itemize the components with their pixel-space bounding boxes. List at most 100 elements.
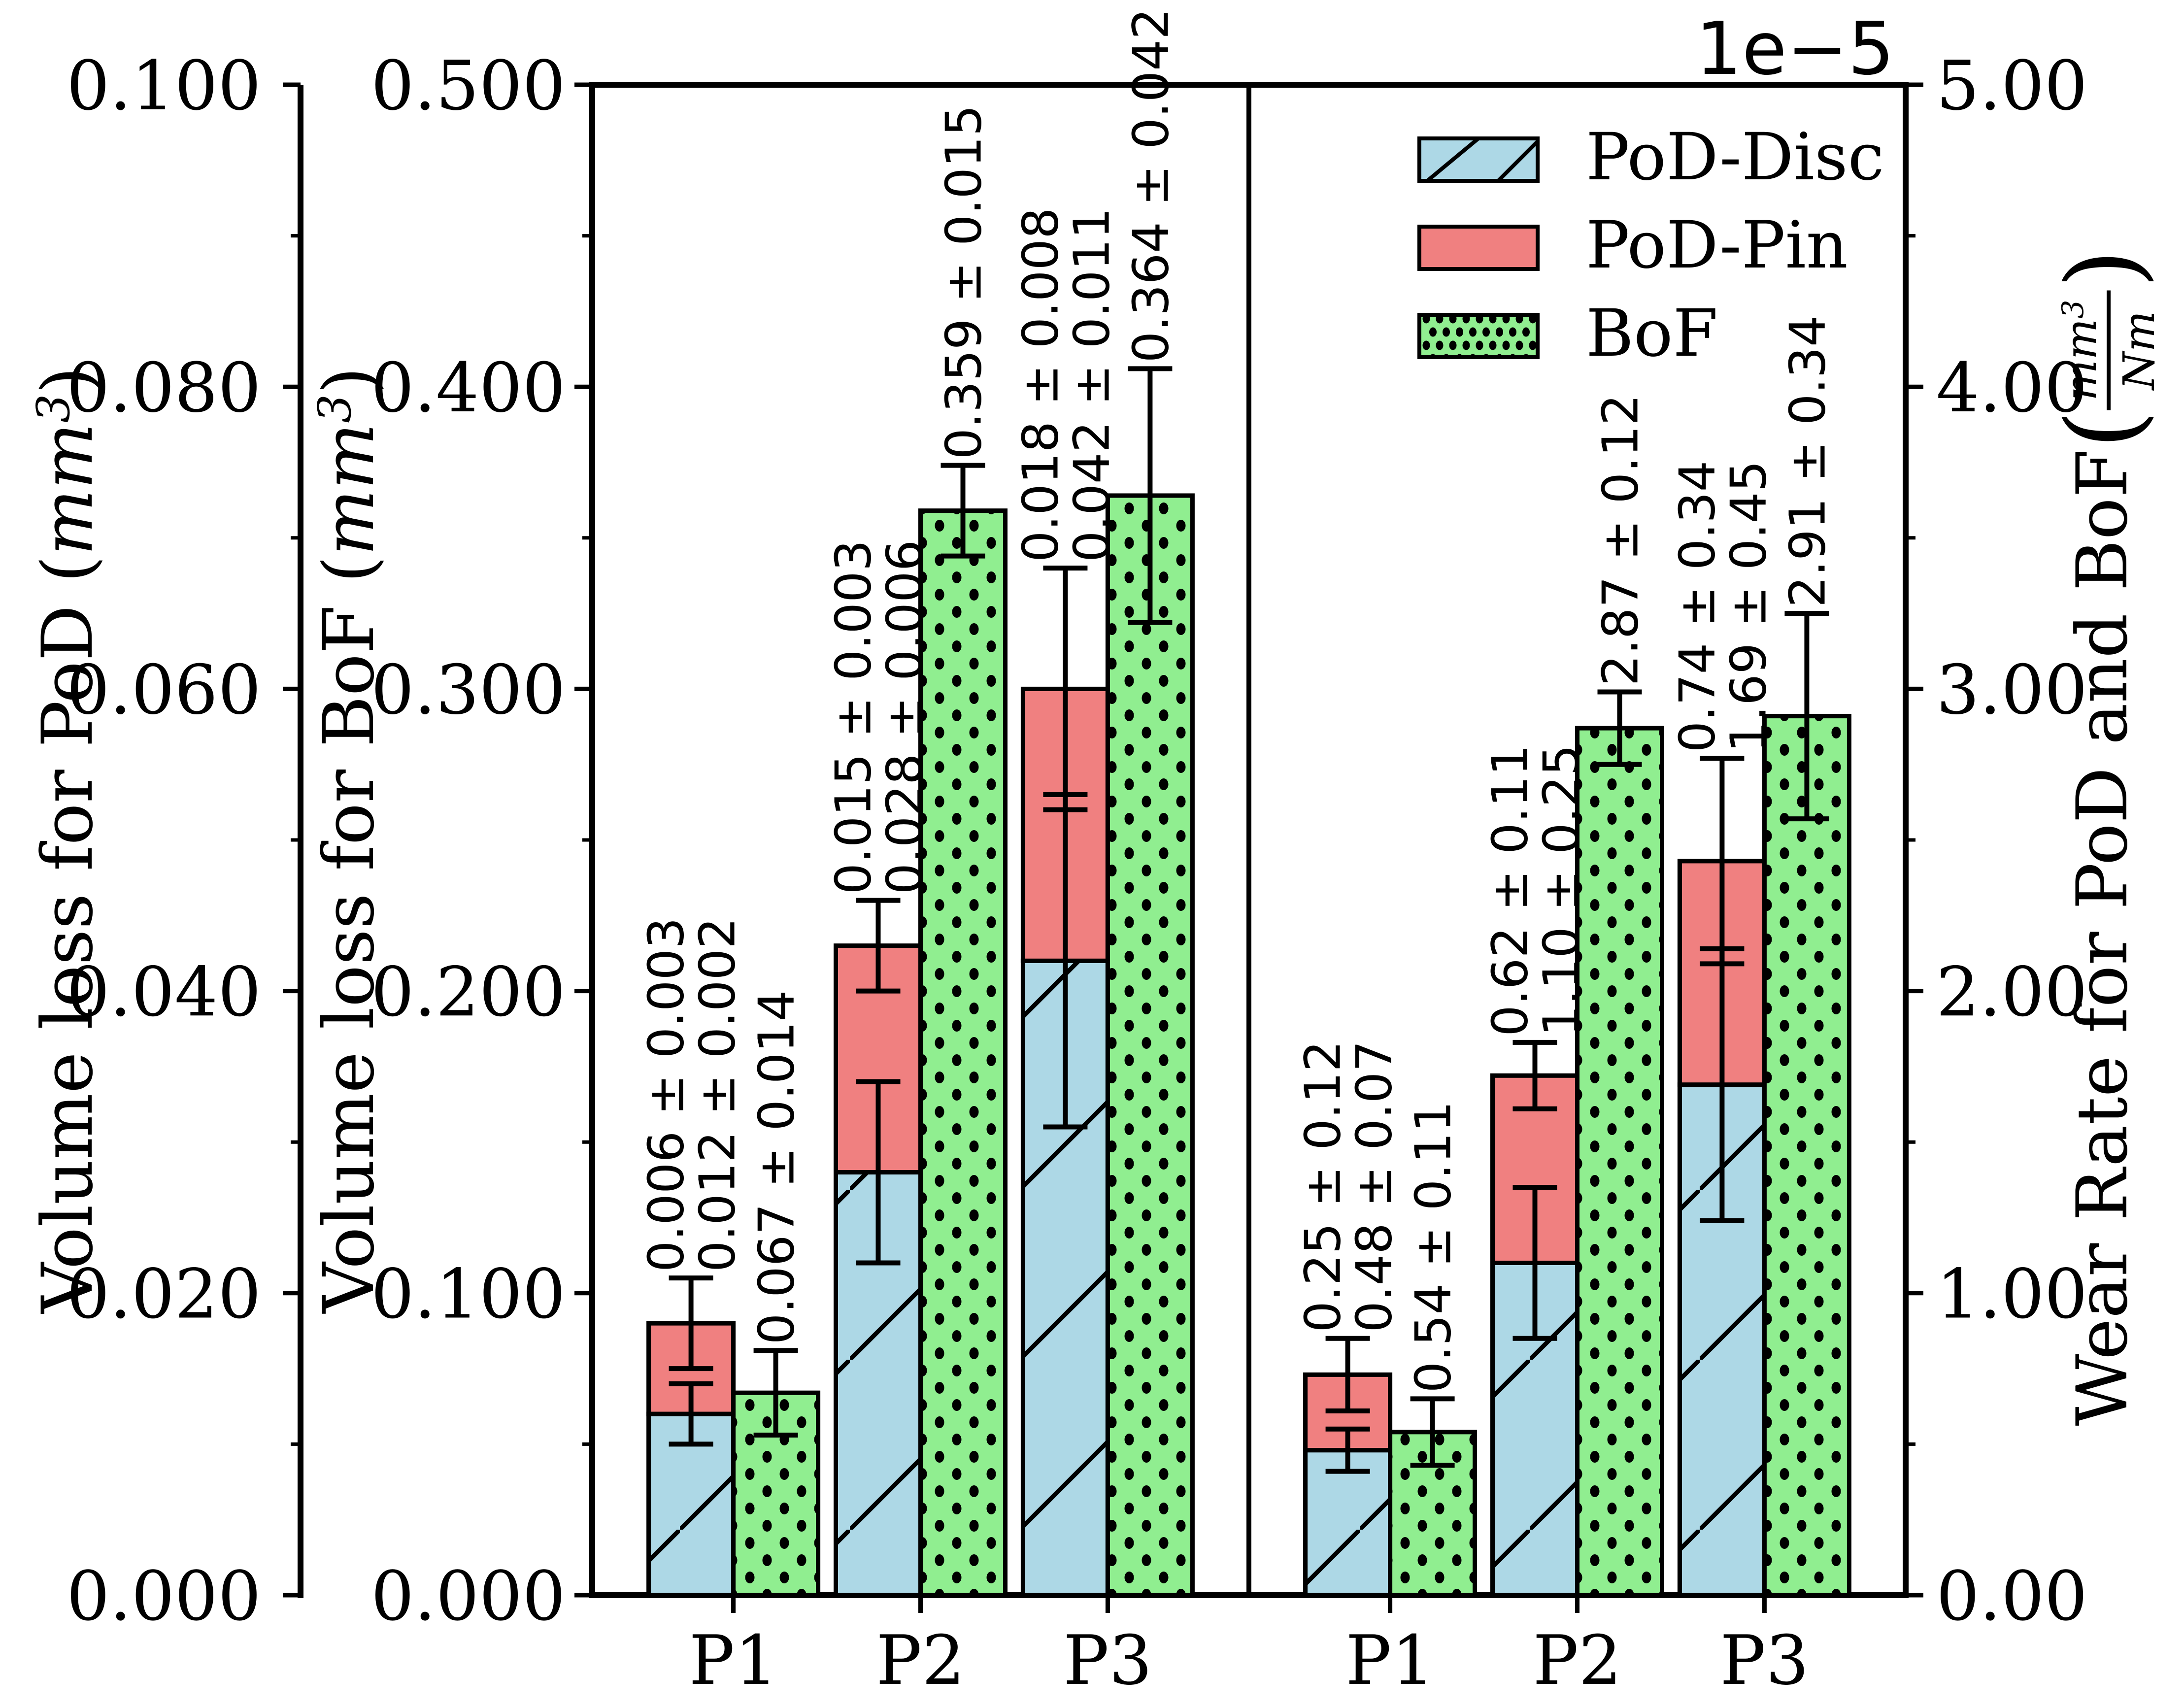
x-axis-label-volume_loss-P2: P2 [876,1621,965,1700]
bof-axis-tick-label: 0.500 [371,46,566,126]
annotation-volume_loss-P3-pod-pin: 0.018 ± 0.008 [1011,207,1069,562]
legend-swatch-pod_disc [1417,136,1540,183]
wear-axis-title-frac-num-sup: 3 [2056,300,2090,318]
legend-swatch-dots-bof [1422,315,1538,357]
legend-dot [1496,354,1503,357]
legend-item-pod_disc: PoD-Disc [1417,119,1884,195]
bof-axis-title-sup: 3 [308,394,361,423]
legend-dot [1515,315,1523,324]
bof-axis-title-suffix: ) [308,367,390,394]
legend-dot [1529,340,1537,350]
wear-axis-title-prefix: Wear Rate for PoD and BoF [2062,449,2143,1426]
annotation-wear_rate-P3-bof: 2.91 ± 0.34 [1779,315,1836,607]
pod-axis-tick-label: 0.040 [67,952,261,1032]
wear-axis-tick-label: 0.00 [1936,1557,2087,1636]
bof-axis-tick-label: 0.100 [371,1254,566,1334]
annotation-wear_rate-P2-bof: 2.87 ± 0.12 [1592,394,1649,686]
annotation-volume_loss-P1-bof: 0.067 ± 0.014 [748,990,806,1344]
legend-dot [1515,340,1523,350]
bar-wear_rate-P3-bof [1762,714,1851,1598]
x-axis-label-volume_loss-P1: P1 [689,1621,778,1700]
wear-axis-title-close-paren: ) [2045,249,2162,288]
legend-dot [1476,315,1483,324]
legend-dot [1529,315,1537,324]
pod-axis-title-prefix: Volume loss for PoD ( [27,556,108,1314]
legend-dot [1456,354,1463,357]
legend-dot [1482,327,1490,337]
legend-dot [1462,315,1470,324]
legend-item-bof: BoF [1417,296,1718,371]
legend-dot [1489,315,1497,324]
legend-dot [1429,354,1437,357]
bar-volume_loss-P2-bof [918,508,1008,1598]
legend-hatch-line [1495,138,1538,181]
annotation-volume_loss-P2-pod-pin: 0.015 ± 0.003 [825,540,882,895]
axes: 0.000 0.020 0.040 0.060 0.080 0.100 0.000 0.100… [67,46,2087,1636]
legend-dot [1436,340,1444,350]
bar-volume_loss-P3-bof [1105,493,1195,1598]
legend-label-pod_disc: PoD-Disc [1586,119,1884,195]
legend-dot [1469,354,1477,357]
legend-dot [1456,327,1463,337]
legend: PoD-Disc PoD-Pin BoF [1417,119,1884,371]
annotation-wear_rate-P1-pod-pin: 0.25 ± 0.12 [1294,1040,1352,1333]
pod-axis-tick-label: 0.000 [67,1557,261,1636]
wear-axis-tick-label: 5.00 [1936,46,2087,126]
pod-axis-tick-label: 0.080 [67,348,261,428]
legend-dot [1509,327,1516,337]
wear-axis-tick-label: 4.00 [1936,348,2087,428]
legend-dot [1443,354,1450,357]
legend-dot [1449,315,1457,324]
bof-axis-tick-label: 0.000 [371,1557,566,1636]
legend-dot [1489,340,1497,350]
wear-axis-tick-label: 3.00 [1936,650,2087,730]
legend-dot [1509,354,1516,357]
annotation-wear_rate-P1-pod-disc: 0.48 ± 0.07 [1345,1040,1403,1333]
bof-axis-title-unit: mm [308,423,390,556]
wear-axis-title-frac-den: Nm [2114,311,2164,391]
pod-axis-title-sup: 3 [27,394,80,423]
legend-dot [1422,315,1430,324]
annotation-volume_loss-P1-pod-disc: 0.012 ± 0.002 [689,917,746,1272]
pod-axis-title-suffix: ) [27,367,108,394]
legend-dot [1536,328,1538,336]
legend-dot [1536,354,1538,357]
pod-axis-tick-label: 0.020 [67,1254,261,1334]
bof-axis-tick-label: 0.300 [371,650,566,730]
bof-axis-title-prefix: Volume loss for BoF ( [308,556,390,1314]
annotation-wear_rate-P2-pod-disc: 1.10 ± 0.25 [1533,744,1590,1037]
legend-dot [1429,327,1437,337]
annotation-volume_loss-P3-pod-disc: 0.042 ± 0.011 [1063,207,1120,562]
legend-dot [1522,327,1530,337]
pod-axis-tick-label: 0.100 [67,46,261,126]
bof-axis-tick-label: 0.400 [371,348,566,428]
x-axis-label-wear_rate-P3: P3 [1720,1621,1809,1700]
legend-label-pod_pin: PoD-Pin [1586,207,1848,283]
x-axis-label-wear_rate-P2: P2 [1533,1621,1622,1700]
legend-dot [1502,315,1510,324]
annotation-wear_rate-P3-pod-pin: 0.74 ± 0.34 [1668,461,1726,753]
annotation-wear_rate-P2-pod-pin: 0.62 ± 0.11 [1481,744,1539,1037]
bof-axis-tick-label: 0.200 [371,952,566,1032]
legend-dot [1462,340,1470,350]
panel-wear_rate: 0.25 ± 0.120.48 ± 0.07 0.54 ± 0.11 P1 0.62 … [1294,315,1851,1700]
legend-dot [1436,315,1444,324]
legend-dot [1496,327,1503,337]
legend-dot [1502,340,1510,350]
annotation-volume_loss-P2-pod-disc: 0.028 ± 0.006 [876,540,934,895]
bar-wear_rate-P2-bof [1575,726,1664,1598]
annotation-volume_loss-P1-pod-pin: 0.006 ± 0.003 [638,917,695,1272]
legend-dot [1482,354,1490,357]
annotation-volume_loss-P3-bof: 0.364 ± 0.042 [1122,8,1179,363]
legend-swatch-pod_pin [1417,225,1540,271]
annotation-volume_loss-P2-bof: 0.359 ± 0.015 [935,105,993,460]
legend-dot [1469,327,1477,337]
bof-axis-title: Volume loss for BoF (mm3) [308,367,390,1314]
annotation-wear_rate-P3-pod-disc: 1.69 ± 0.45 [1719,461,1777,753]
pod-axis-tick-label: 0.060 [67,650,261,730]
wear-axis-tick-label: 1.00 [1936,1254,2087,1334]
